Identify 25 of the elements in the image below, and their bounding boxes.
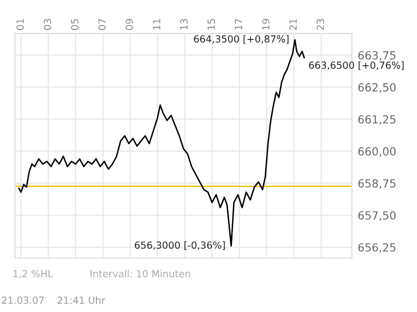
x-tick-label: 09 — [126, 18, 134, 30]
text: Intervall: 10 Minuten — [90, 270, 190, 278]
text: 1,2 %HL — [14, 270, 53, 278]
x-tick-label: 19 — [262, 18, 270, 30]
text: 21.03.07 21:41 Uhr — [2, 296, 106, 304]
y-tick-label: 658,75 — [358, 179, 396, 189]
x-tick-label: 03 — [44, 19, 52, 30]
annotation: 663,6500 [+0,76%] — [309, 61, 404, 70]
x-tick-label: 17 — [234, 19, 242, 30]
x-tick-label: 07 — [98, 19, 106, 30]
x-tick-label: 23 — [316, 19, 324, 30]
x-tick-label: 15 — [208, 19, 215, 30]
annotation: 664,3500 [+0,87%] — [194, 35, 289, 44]
y-tick-label: 662,50 — [358, 83, 396, 93]
y-tick-label: 657,50 — [358, 211, 396, 221]
y-tick-label: 656,25 — [358, 243, 396, 253]
y-tick-label: 661,25 — [358, 115, 396, 125]
x-tick-label: 01 — [16, 19, 24, 30]
x-tick-label: 13 — [180, 19, 188, 30]
x-tick-label: 05 — [71, 19, 78, 30]
x-tick-label: 21 — [289, 19, 297, 30]
y-tick-label: 660,00 — [358, 147, 396, 157]
x-tick-label: 11 — [153, 19, 160, 30]
y-tick-label: 663,75 — [358, 51, 396, 61]
annotation: 656,3000 [-0,36%] — [134, 241, 225, 250]
